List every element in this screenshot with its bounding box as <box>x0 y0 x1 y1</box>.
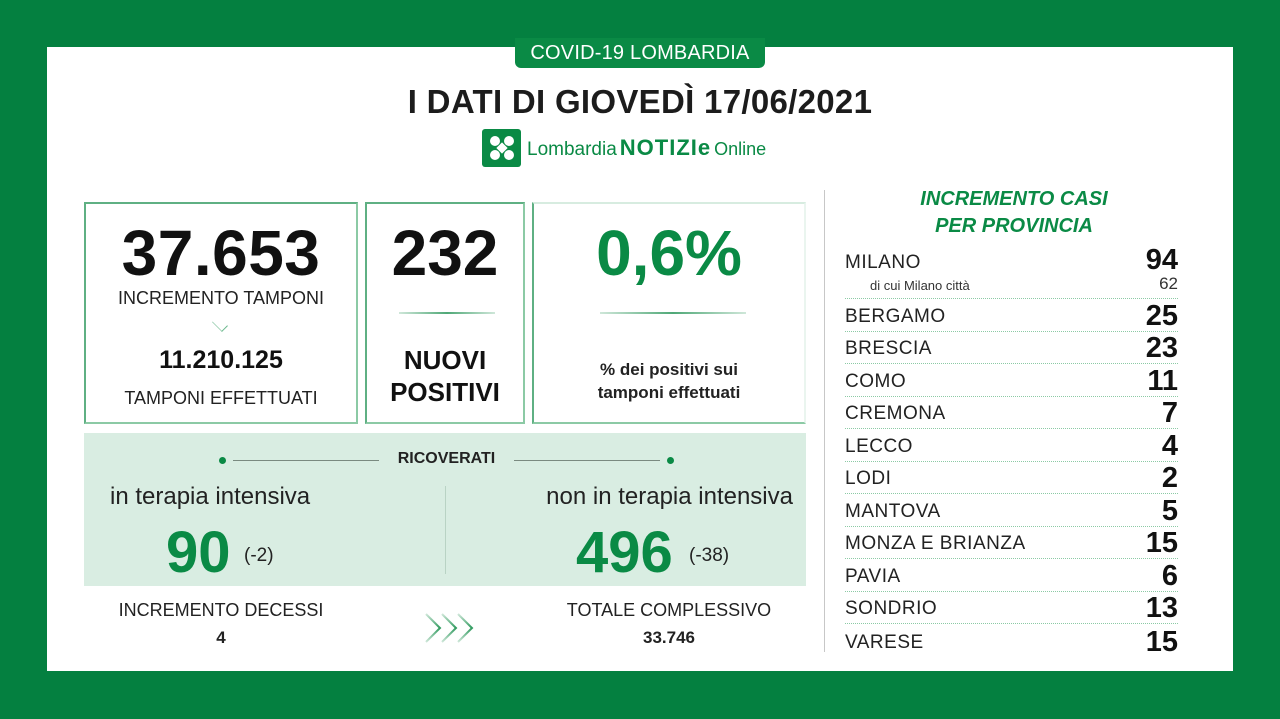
tamponi-increment-label: INCREMENTO TAMPONI <box>117 288 324 308</box>
rate-label-line1: % dei positivi sui <box>600 360 738 379</box>
province-row-milano: MILANO 94 di cui Milano città 62 <box>845 244 1178 299</box>
brand-name: Lombardia NOTIZIe Online <box>527 135 766 161</box>
province-name: MANTOVA <box>845 500 941 522</box>
non-intensive-label: non in terapia intensiva <box>546 483 793 510</box>
province-row: MANTOVA 5 <box>845 494 1178 527</box>
province-value: 2 <box>1161 462 1178 494</box>
province-name: BERGAMO <box>845 305 946 327</box>
province-list: MILANO 94 di cui Milano città 62 BERGAMO… <box>845 244 1178 658</box>
chevrons-right-icon <box>420 610 480 646</box>
rate-card: 0,6% % dei positivi sui tamponi effettua… <box>532 202 806 424</box>
province-value: 13 <box>1145 592 1178 624</box>
decessi-total-label: TOTALE COMPLESSIVO <box>566 600 772 620</box>
province-name: COMO <box>845 370 907 392</box>
section-divider <box>824 190 825 652</box>
lombardia-rose-icon <box>482 129 521 167</box>
province-value: 25 <box>1145 299 1178 332</box>
province-value: 15 <box>1145 625 1178 658</box>
province-value: 4 <box>1161 429 1178 462</box>
positivi-label: NUOVI POSITIVI <box>367 344 523 408</box>
chevron-down-icon <box>212 316 228 332</box>
province-row: PAVIA 6 <box>845 559 1178 592</box>
tamponi-increment: 37.653 <box>121 217 321 289</box>
province-row: BERGAMO 25 <box>845 299 1178 332</box>
brand-name-notizie: NOTIZIe <box>619 135 712 160</box>
province-value: 7 <box>1161 397 1178 429</box>
province-title: INCREMENTO CASI PER PROVINCIA <box>855 186 1173 240</box>
province-row: VARESE 15 <box>845 624 1178 658</box>
positivi-card: 232 NUOVI POSITIVI <box>365 202 525 424</box>
province-name: BRESCIA <box>845 338 932 359</box>
positivi-label-line2: POSITIVI <box>390 377 500 407</box>
province-row: BRESCIA 23 <box>845 332 1178 364</box>
tamponi-card: 37.653 INCREMENTO TAMPONI 11.210.125 TAM… <box>84 202 358 424</box>
decessi-total-value: 33.746 <box>643 628 695 647</box>
divider <box>233 460 379 461</box>
dot-icon <box>219 457 226 464</box>
rate-value: 0,6% <box>596 217 742 289</box>
positivi-label-line1: NUOVI <box>403 345 487 375</box>
province-title-line2: PER PROVINCIA <box>935 215 1093 237</box>
non-intensive-delta: (-38) <box>689 545 730 566</box>
province-row: MONZA E BRIANZA 15 <box>845 527 1178 559</box>
intensive-label: in terapia intensiva <box>110 483 311 510</box>
tamponi-total-label: TAMPONI EFFETTUATI <box>124 388 318 408</box>
province-row: LODI 2 <box>845 462 1178 494</box>
province-name: SONDRIO <box>845 598 938 619</box>
province-name: MONZA E BRIANZA <box>845 533 1026 554</box>
province-name: LODI <box>845 468 892 489</box>
ricoverati-section: RICOVERATI in terapia intensiva 90 (-2) … <box>84 433 806 586</box>
brand-logo: Lombardia NOTIZIe Online <box>482 129 766 167</box>
divider <box>399 312 495 314</box>
province-name: MILANO <box>845 252 921 273</box>
ricoverati-title: RICOVERATI <box>397 450 496 467</box>
province-value: 6 <box>1161 559 1178 592</box>
positivi-value: 232 <box>391 217 499 289</box>
intensive-delta: (-2) <box>244 545 274 566</box>
province-row: CREMONA 7 <box>845 397 1178 429</box>
divider <box>600 312 746 314</box>
province-title-line1: INCREMENTO CASI <box>920 188 1108 210</box>
province-name: PAVIA <box>845 565 901 587</box>
ricoverati-header: RICOVERATI <box>219 450 674 470</box>
divider <box>445 486 446 574</box>
province-row: SONDRIO 13 <box>845 592 1178 624</box>
header-tag: COVID-19 LOMBARDIA <box>515 38 765 68</box>
province-sub-label: di cui Milano città <box>870 278 970 293</box>
rate-label: % dei positivi sui tamponi effettuati <box>534 358 804 404</box>
province-name: VARESE <box>845 631 924 653</box>
brand-name-lombardia: Lombardia <box>527 139 617 160</box>
intensive-value: 90 <box>166 520 231 585</box>
province-row: LECCO 4 <box>845 429 1178 462</box>
brand-name-online: Online <box>714 139 767 159</box>
province-value: 23 <box>1145 332 1178 364</box>
province-name: CREMONA <box>845 403 946 424</box>
province-sub-value: 62 <box>1159 274 1178 293</box>
province-name: LECCO <box>845 435 913 457</box>
province-value: 94 <box>1145 244 1178 276</box>
decessi-increment-value: 4 <box>216 628 226 647</box>
non-intensive-value: 496 <box>576 520 673 585</box>
province-row: COMO 11 <box>845 364 1178 397</box>
province-value: 15 <box>1145 527 1178 559</box>
tamponi-total: 11.210.125 <box>159 346 283 374</box>
rate-label-line2: tamponi effettuati <box>597 383 741 402</box>
page-title: I DATI DI GIOVEDÌ 17/06/2021 <box>407 83 873 120</box>
province-value: 5 <box>1161 494 1178 527</box>
decessi-increment-label: INCREMENTO DECESSI <box>118 600 324 620</box>
province-value: 11 <box>1147 364 1178 397</box>
dot-icon <box>667 457 674 464</box>
divider <box>514 460 660 461</box>
